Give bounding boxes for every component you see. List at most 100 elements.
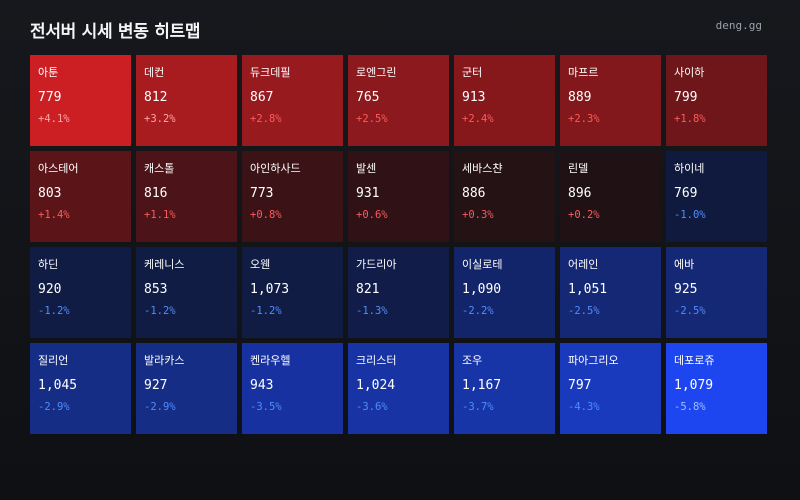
price-change: -2.9% (38, 401, 70, 413)
server-tile[interactable]: 아인하사드 773 +0.8% (242, 151, 343, 242)
server-tile[interactable]: 오웬 1,073 -1.2% (242, 247, 343, 338)
server-name: 조우 (462, 354, 483, 367)
server-tile[interactable]: 크리스터 1,024 -3.6% (348, 343, 449, 434)
server-tile[interactable]: 에바 925 -2.5% (666, 247, 767, 338)
server-price: 799 (674, 90, 698, 105)
server-name: 데컨 (144, 66, 165, 79)
server-price: 927 (144, 378, 168, 393)
server-tile[interactable]: 사이하 799 +1.8% (666, 55, 767, 146)
server-name: 군터 (462, 66, 483, 79)
server-name: 세바스챤 (462, 162, 503, 175)
server-tile[interactable]: 마프르 889 +2.3% (560, 55, 661, 146)
server-price: 821 (356, 282, 380, 297)
server-tile[interactable]: 질리언 1,045 -2.9% (30, 343, 131, 434)
server-name: 발라카스 (144, 354, 185, 367)
price-change: +2.5% (356, 113, 388, 125)
server-price: 765 (356, 90, 380, 105)
server-name: 가드리아 (356, 258, 397, 271)
server-tile[interactable]: 이실로테 1,090 -2.2% (454, 247, 555, 338)
server-name: 캐스톨 (144, 162, 175, 175)
server-tile[interactable]: 어레인 1,051 -2.5% (560, 247, 661, 338)
server-tile[interactable]: 파아그리오 797 -4.3% (560, 343, 661, 434)
server-price: 889 (568, 90, 592, 105)
server-price: 925 (674, 282, 698, 297)
server-tile[interactable]: 린델 896 +0.2% (560, 151, 661, 242)
server-price: 803 (38, 186, 62, 201)
server-price: 943 (250, 378, 274, 393)
server-tile[interactable]: 하이네 769 -1.0% (666, 151, 767, 242)
server-price: 1,051 (568, 282, 608, 297)
price-change: +2.4% (462, 113, 494, 125)
price-change: -3.7% (462, 401, 494, 413)
server-price: 1,024 (356, 378, 396, 393)
price-change: +2.8% (250, 113, 282, 125)
server-name: 아스테어 (38, 162, 79, 175)
price-change: -2.2% (462, 305, 494, 317)
price-change: +1.4% (38, 209, 70, 221)
price-change: +0.2% (568, 209, 600, 221)
server-price: 931 (356, 186, 380, 201)
price-change: +2.3% (568, 113, 600, 125)
server-name: 마프르 (568, 66, 599, 79)
server-price: 779 (38, 90, 62, 105)
server-tile[interactable]: 발라카스 927 -2.9% (136, 343, 237, 434)
server-price: 812 (144, 90, 168, 105)
server-tile[interactable]: 아스테어 803 +1.4% (30, 151, 131, 242)
server-price: 1,167 (462, 378, 502, 393)
brand-logo: deng.gg (715, 19, 762, 32)
price-change: +3.2% (144, 113, 176, 125)
price-change: -1.2% (250, 305, 282, 317)
server-tile[interactable]: 세바스챤 886 +0.3% (454, 151, 555, 242)
server-tile[interactable]: 듀크데필 867 +2.8% (242, 55, 343, 146)
price-change: -3.5% (250, 401, 282, 413)
server-name: 파아그리오 (568, 354, 619, 367)
server-price: 853 (144, 282, 168, 297)
server-price: 1,090 (462, 282, 502, 297)
server-tile[interactable]: 가드리아 821 -1.3% (348, 247, 449, 338)
price-change: +0.6% (356, 209, 388, 221)
server-price: 886 (462, 186, 486, 201)
server-tile[interactable]: 켄라우헬 943 -3.5% (242, 343, 343, 434)
server-price: 920 (38, 282, 62, 297)
price-change: -1.2% (144, 305, 176, 317)
server-tile[interactable]: 발센 931 +0.6% (348, 151, 449, 242)
server-name: 데포로쥬 (674, 354, 715, 367)
server-name: 크리스터 (356, 354, 397, 367)
server-name: 이실로테 (462, 258, 503, 271)
server-name: 발센 (356, 162, 377, 175)
price-change: -2.5% (674, 305, 706, 317)
server-price: 769 (674, 186, 698, 201)
price-change: -1.3% (356, 305, 388, 317)
server-price: 913 (462, 90, 486, 105)
server-price: 797 (568, 378, 592, 393)
server-tile[interactable]: 하딘 920 -1.2% (30, 247, 131, 338)
heatmap-grid: 아툰 779 +4.1% 데컨 812 +3.2% 듀크데필 867 +2.8% 로엔그린 765 +… (30, 55, 767, 434)
server-name: 아인하사드 (250, 162, 301, 175)
price-change: +4.1% (38, 113, 70, 125)
price-change: -1.0% (674, 209, 706, 221)
server-tile[interactable]: 데포로쥬 1,079 -5.8% (666, 343, 767, 434)
server-tile[interactable]: 케레니스 853 -1.2% (136, 247, 237, 338)
price-change: +1.1% (144, 209, 176, 221)
server-price: 773 (250, 186, 274, 201)
server-name: 어레인 (568, 258, 599, 271)
server-name: 켄라우헬 (250, 354, 291, 367)
server-tile[interactable]: 캐스톨 816 +1.1% (136, 151, 237, 242)
server-name: 하이네 (674, 162, 705, 175)
server-name: 아툰 (38, 66, 59, 79)
server-price: 1,045 (38, 378, 78, 393)
price-change: -3.6% (356, 401, 388, 413)
server-name: 사이하 (674, 66, 705, 79)
server-price: 1,073 (250, 282, 290, 297)
server-tile[interactable]: 조우 1,167 -3.7% (454, 343, 555, 434)
price-change: -2.5% (568, 305, 600, 317)
server-tile[interactable]: 로엔그린 765 +2.5% (348, 55, 449, 146)
price-change: +1.8% (674, 113, 706, 125)
server-tile[interactable]: 군터 913 +2.4% (454, 55, 555, 146)
server-tile[interactable]: 데컨 812 +3.2% (136, 55, 237, 146)
server-price: 896 (568, 186, 592, 201)
server-tile[interactable]: 아툰 779 +4.1% (30, 55, 131, 146)
server-name: 듀크데필 (250, 66, 291, 79)
price-change: -4.3% (568, 401, 600, 413)
server-price: 816 (144, 186, 168, 201)
